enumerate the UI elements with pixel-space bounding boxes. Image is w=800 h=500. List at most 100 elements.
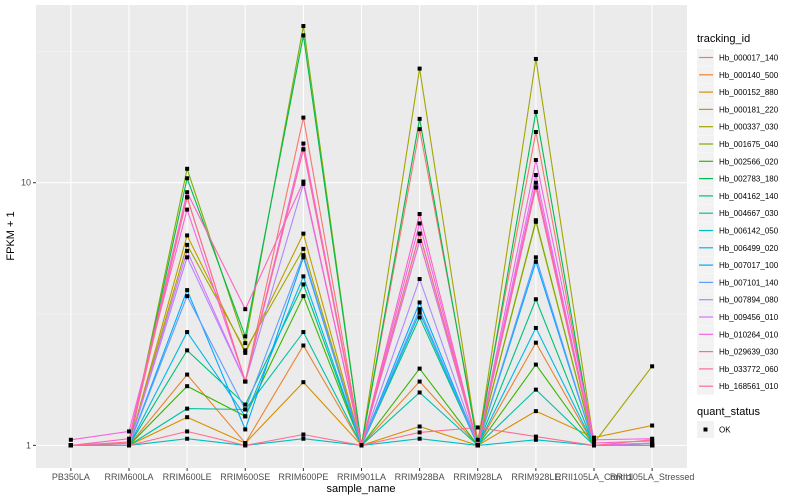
x-tick-label: RRIM928LE bbox=[511, 472, 560, 482]
data-point bbox=[301, 231, 306, 236]
legend-label: Hb_000152_880 bbox=[719, 88, 779, 97]
legend-item: Hb_000181_220 bbox=[697, 100, 779, 118]
data-point bbox=[417, 379, 422, 384]
data-point bbox=[533, 434, 538, 439]
data-point bbox=[185, 429, 190, 434]
x-tick-label: RRII105LA_Stressed bbox=[610, 472, 695, 482]
data-point bbox=[417, 276, 422, 281]
data-point bbox=[185, 288, 190, 293]
data-point bbox=[185, 176, 190, 181]
legend-item: Hb_007017_100 bbox=[697, 256, 779, 274]
legend-label: Hb_004162_140 bbox=[719, 192, 779, 201]
legend-label: Hb_000140_500 bbox=[719, 71, 779, 80]
data-point bbox=[533, 56, 538, 61]
data-point bbox=[185, 384, 190, 389]
data-point bbox=[301, 179, 306, 184]
data-point bbox=[243, 402, 248, 407]
data-point bbox=[301, 436, 306, 441]
legend-item: Hb_002566_020 bbox=[697, 152, 779, 170]
data-point bbox=[417, 315, 422, 320]
x-tick-label: RRIM600LA bbox=[104, 472, 153, 482]
data-point bbox=[417, 116, 422, 121]
legend-label: Hb_006142_050 bbox=[719, 227, 779, 236]
data-point bbox=[533, 109, 538, 114]
legend-label: Hb_000337_030 bbox=[719, 123, 779, 132]
data-point bbox=[417, 221, 422, 226]
data-point bbox=[68, 437, 73, 442]
data-point bbox=[533, 387, 538, 392]
legend-label: Hb_007894_080 bbox=[719, 296, 779, 305]
data-point bbox=[533, 173, 538, 178]
data-point bbox=[185, 248, 190, 253]
legend-item: OK bbox=[697, 421, 731, 438]
data-point bbox=[301, 274, 306, 279]
data-point bbox=[185, 330, 190, 335]
data-point bbox=[301, 343, 306, 348]
data-point bbox=[301, 330, 306, 335]
data-point bbox=[185, 233, 190, 238]
data-point bbox=[417, 390, 422, 395]
data-point bbox=[417, 307, 422, 312]
legend-item: Hb_004162_140 bbox=[697, 187, 779, 205]
data-point bbox=[301, 115, 306, 120]
data-point bbox=[301, 181, 306, 186]
legend: tracking_id Hb_000017_140 Hb_000140_500 Hb… bbox=[697, 33, 779, 438]
data-point bbox=[417, 127, 422, 132]
legend-label: Hb_000017_140 bbox=[719, 54, 779, 63]
x-tick-label: RRIM901LA bbox=[337, 472, 386, 482]
x-tick-label: PB350LA bbox=[52, 472, 90, 482]
data-point bbox=[301, 294, 306, 299]
data-point bbox=[533, 340, 538, 345]
legend-title-shape: quant_status bbox=[697, 406, 760, 418]
data-point bbox=[650, 423, 655, 428]
data-point bbox=[185, 415, 190, 420]
legend-label: Hb_000181_220 bbox=[719, 105, 779, 114]
data-point bbox=[243, 334, 248, 339]
legend-item: Hb_002783_180 bbox=[697, 170, 779, 188]
legend-item: Hb_009456_010 bbox=[697, 308, 779, 326]
legend-item: Hb_006142_050 bbox=[697, 222, 779, 239]
legend-label: Hb_033772_060 bbox=[719, 365, 779, 374]
data-point bbox=[127, 443, 131, 448]
data-point bbox=[533, 130, 538, 135]
data-point bbox=[417, 436, 422, 441]
data-point bbox=[417, 430, 422, 435]
data-point bbox=[417, 310, 422, 315]
legend-label: Hb_010264_010 bbox=[719, 330, 779, 339]
data-point bbox=[243, 348, 248, 353]
data-point bbox=[185, 255, 190, 260]
legend-item: Hb_033772_060 bbox=[697, 360, 779, 378]
data-point bbox=[185, 436, 190, 441]
data-point bbox=[68, 443, 73, 448]
data-point bbox=[301, 24, 306, 29]
data-point bbox=[533, 255, 538, 260]
data-point bbox=[301, 432, 306, 437]
x-tick-label: RRIM600PE bbox=[278, 472, 328, 482]
data-point bbox=[533, 297, 538, 302]
data-point bbox=[185, 190, 190, 195]
legend-label: Hb_002783_180 bbox=[719, 175, 779, 184]
legend-item: Hb_000152_880 bbox=[697, 83, 779, 101]
data-point bbox=[243, 307, 248, 312]
data-point bbox=[417, 66, 422, 71]
y-axis: 1 10 bbox=[21, 178, 36, 450]
y-axis-title: FPKM + 1 bbox=[5, 211, 17, 260]
legend-label: OK bbox=[719, 426, 731, 435]
x-axis: PB350LA RRIM600LA RRIM600LE RRIM600SE RRIM60… bbox=[52, 468, 695, 482]
data-point bbox=[185, 207, 190, 212]
data-point bbox=[185, 242, 190, 247]
data-point bbox=[592, 443, 596, 448]
data-point bbox=[301, 33, 306, 38]
series-points bbox=[68, 24, 655, 448]
data-point bbox=[533, 437, 538, 442]
data-point bbox=[301, 380, 306, 385]
x-tick-label: RRII105LA_Control bbox=[555, 472, 633, 482]
data-point bbox=[127, 439, 131, 444]
data-point bbox=[301, 246, 306, 251]
data-point bbox=[417, 238, 422, 243]
data-point bbox=[243, 414, 248, 419]
legend-item: Hb_000337_030 bbox=[697, 118, 779, 136]
data-point bbox=[185, 166, 190, 171]
legend-label: Hb_168561_010 bbox=[719, 382, 779, 391]
x-tick-label: RRIM600SE bbox=[220, 472, 270, 482]
